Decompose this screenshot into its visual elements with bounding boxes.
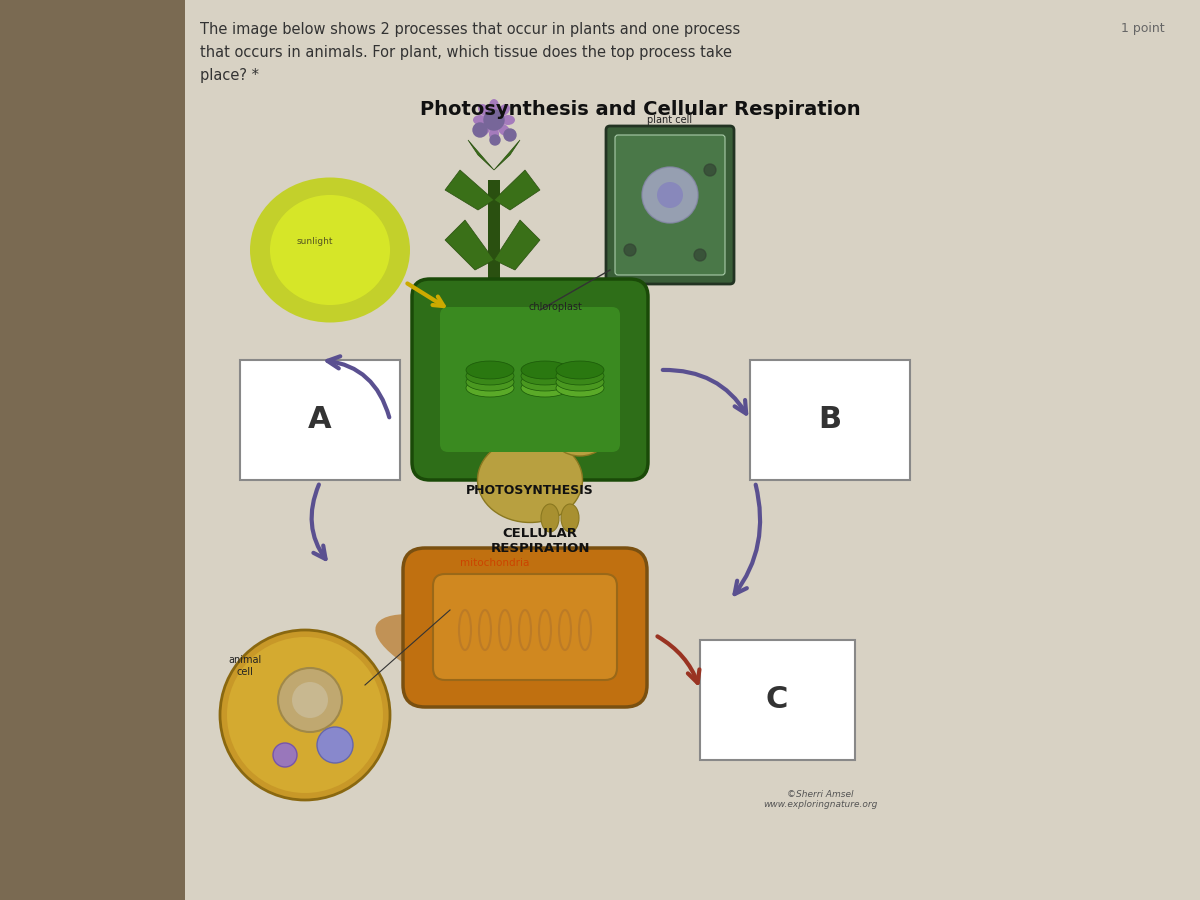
Text: sunlight: sunlight (296, 238, 334, 247)
Polygon shape (445, 220, 494, 270)
Text: A: A (308, 406, 332, 435)
Polygon shape (494, 140, 520, 170)
Text: that occurs in animals. For plant, which tissue does the top process take: that occurs in animals. For plant, which… (200, 45, 732, 60)
Circle shape (642, 167, 698, 223)
Bar (185, 0, 1200, 900)
Ellipse shape (521, 361, 569, 379)
Ellipse shape (478, 104, 490, 116)
Circle shape (227, 637, 383, 793)
Circle shape (274, 743, 298, 767)
Text: chloroplast: chloroplast (528, 302, 582, 312)
Ellipse shape (498, 124, 510, 136)
Ellipse shape (466, 361, 514, 379)
Ellipse shape (490, 99, 499, 113)
Circle shape (694, 249, 706, 261)
Text: C: C (766, 686, 788, 715)
Text: animal
cell: animal cell (228, 655, 262, 677)
FancyBboxPatch shape (440, 307, 620, 452)
Ellipse shape (478, 437, 582, 523)
Ellipse shape (521, 367, 569, 385)
Ellipse shape (376, 614, 565, 706)
Ellipse shape (556, 379, 604, 397)
Bar (750, 360, 910, 480)
Bar (488, 180, 500, 340)
Text: PHOTOSYNTHESIS: PHOTOSYNTHESIS (466, 484, 594, 497)
Ellipse shape (478, 124, 490, 136)
Ellipse shape (466, 379, 514, 397)
Text: CELLULAR
RESPIRATION: CELLULAR RESPIRATION (491, 527, 589, 555)
Ellipse shape (556, 361, 604, 379)
Ellipse shape (556, 373, 604, 391)
Ellipse shape (565, 371, 580, 409)
Ellipse shape (270, 195, 390, 305)
Ellipse shape (250, 177, 410, 322)
Ellipse shape (521, 379, 569, 397)
FancyBboxPatch shape (412, 279, 648, 480)
Circle shape (624, 244, 636, 256)
Circle shape (704, 164, 716, 176)
Text: ©Sherri Amsel
www.exploringnature.org: ©Sherri Amsel www.exploringnature.org (763, 790, 877, 809)
Circle shape (220, 630, 390, 800)
Text: place? *: place? * (200, 68, 259, 83)
Polygon shape (468, 140, 494, 170)
Bar (700, 640, 854, 760)
Ellipse shape (473, 115, 487, 125)
FancyBboxPatch shape (403, 548, 647, 707)
Text: mitochondria: mitochondria (461, 558, 529, 568)
FancyBboxPatch shape (616, 135, 725, 275)
Circle shape (292, 682, 328, 718)
Polygon shape (494, 170, 540, 210)
Circle shape (504, 129, 516, 141)
Ellipse shape (502, 115, 515, 125)
Text: B: B (818, 406, 841, 435)
Bar (240, 360, 400, 480)
Circle shape (278, 668, 342, 732)
Text: plant cell: plant cell (648, 115, 692, 125)
Ellipse shape (466, 373, 514, 391)
Circle shape (658, 182, 683, 208)
FancyBboxPatch shape (606, 126, 734, 284)
Circle shape (484, 110, 504, 130)
Ellipse shape (498, 104, 510, 116)
Ellipse shape (466, 367, 514, 385)
Circle shape (490, 135, 500, 145)
Text: Photosynthesis and Cellular Respiration: Photosynthesis and Cellular Respiration (420, 100, 860, 119)
Polygon shape (494, 220, 540, 270)
Ellipse shape (556, 367, 604, 385)
Ellipse shape (521, 373, 569, 391)
Bar (0, 0, 185, 900)
Ellipse shape (562, 504, 580, 532)
Ellipse shape (583, 364, 598, 406)
Ellipse shape (541, 504, 559, 532)
FancyBboxPatch shape (433, 574, 617, 680)
Polygon shape (445, 170, 494, 210)
Text: 1 point: 1 point (1121, 22, 1165, 35)
Text: The image below shows 2 processes that occur in plants and one process: The image below shows 2 processes that o… (200, 22, 740, 37)
Ellipse shape (490, 127, 499, 141)
Ellipse shape (550, 404, 610, 456)
Circle shape (473, 123, 487, 137)
Circle shape (317, 727, 353, 763)
